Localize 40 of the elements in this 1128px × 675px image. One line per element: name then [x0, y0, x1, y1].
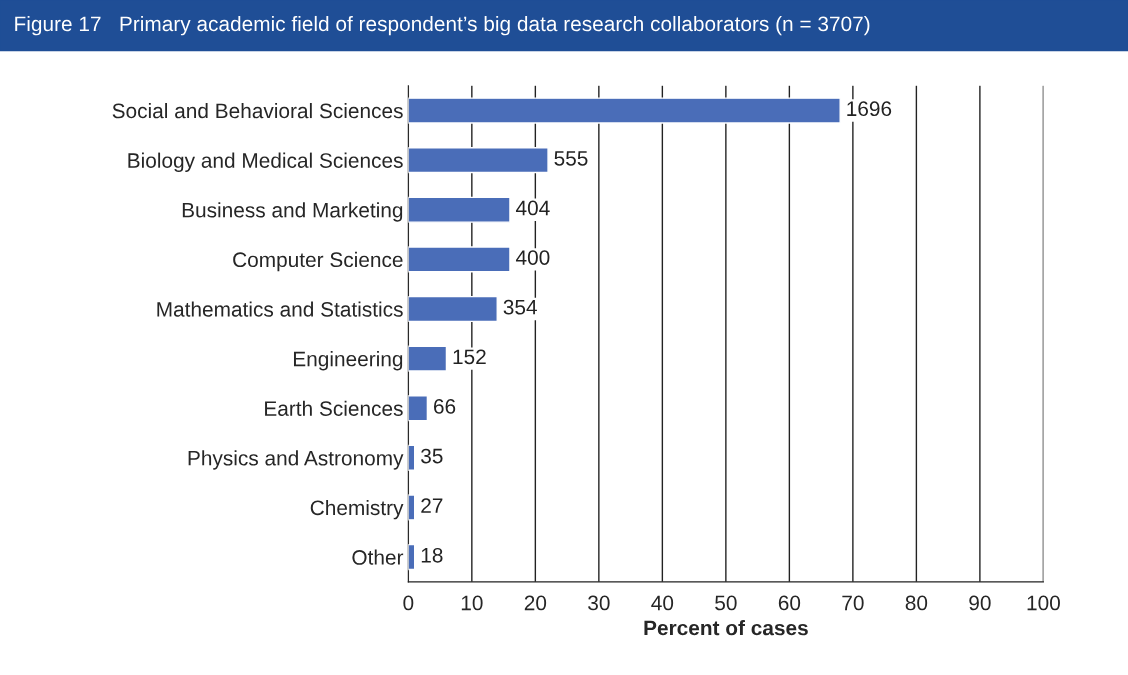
x-tick-label: 80 [905, 595, 928, 611]
x-tick-label: 100 [1027, 595, 1060, 611]
y-tick-label: Other [352, 549, 404, 565]
bar [408, 147, 549, 174]
bar [408, 196, 511, 223]
annotation: 1696 [847, 101, 892, 117]
x-tick-label: 70 [842, 595, 864, 611]
annotation: 66 [434, 399, 456, 414]
chart-title: Figure 17 Primary academic field of respondent’s big data research collaborators (n = 3707) [15, 15, 870, 36]
x-tick-label: 60 [778, 595, 801, 611]
annotation: 18 [421, 547, 443, 563]
bar [408, 395, 429, 422]
annotation: 555 [554, 151, 588, 166]
annotation: 152 [453, 349, 486, 365]
x-axis-title: Percent of cases [644, 620, 808, 636]
x-tick-label: 0 [403, 595, 414, 611]
x-tick-label: 10 [461, 595, 483, 611]
y-tick-label: Mathematics and Statistics [157, 301, 403, 317]
y-tick-label: Business and Marketing [182, 202, 403, 222]
y-tick-label: Computer Science [233, 251, 403, 272]
y-tick-label: Engineering [294, 351, 403, 371]
annotation: 354 [503, 299, 537, 315]
annotation: 27 [421, 498, 443, 513]
y-tick-label: Earth Sciences [265, 400, 403, 416]
y-tick-label: Biology and Medical Sciences [128, 152, 403, 173]
x-tick-label: 40 [651, 595, 674, 611]
annotation: 400 [515, 250, 550, 265]
y-tick-label: Physics and Astronomy [188, 450, 404, 470]
annotation: 404 [515, 200, 550, 216]
x-tick-label: 50 [715, 595, 737, 611]
bar [408, 345, 448, 372]
x-tick-label: 30 [588, 595, 610, 611]
x-tick-label: 90 [969, 595, 991, 611]
y-tick-label: Chemistry [310, 499, 404, 520]
x-tick-label: 20 [524, 595, 547, 611]
y-tick-label: Social and Behavioral Sciences [112, 102, 403, 119]
bar [408, 295, 498, 323]
annotation: 35 [421, 448, 443, 464]
bar [408, 97, 841, 124]
bar [408, 246, 511, 273]
